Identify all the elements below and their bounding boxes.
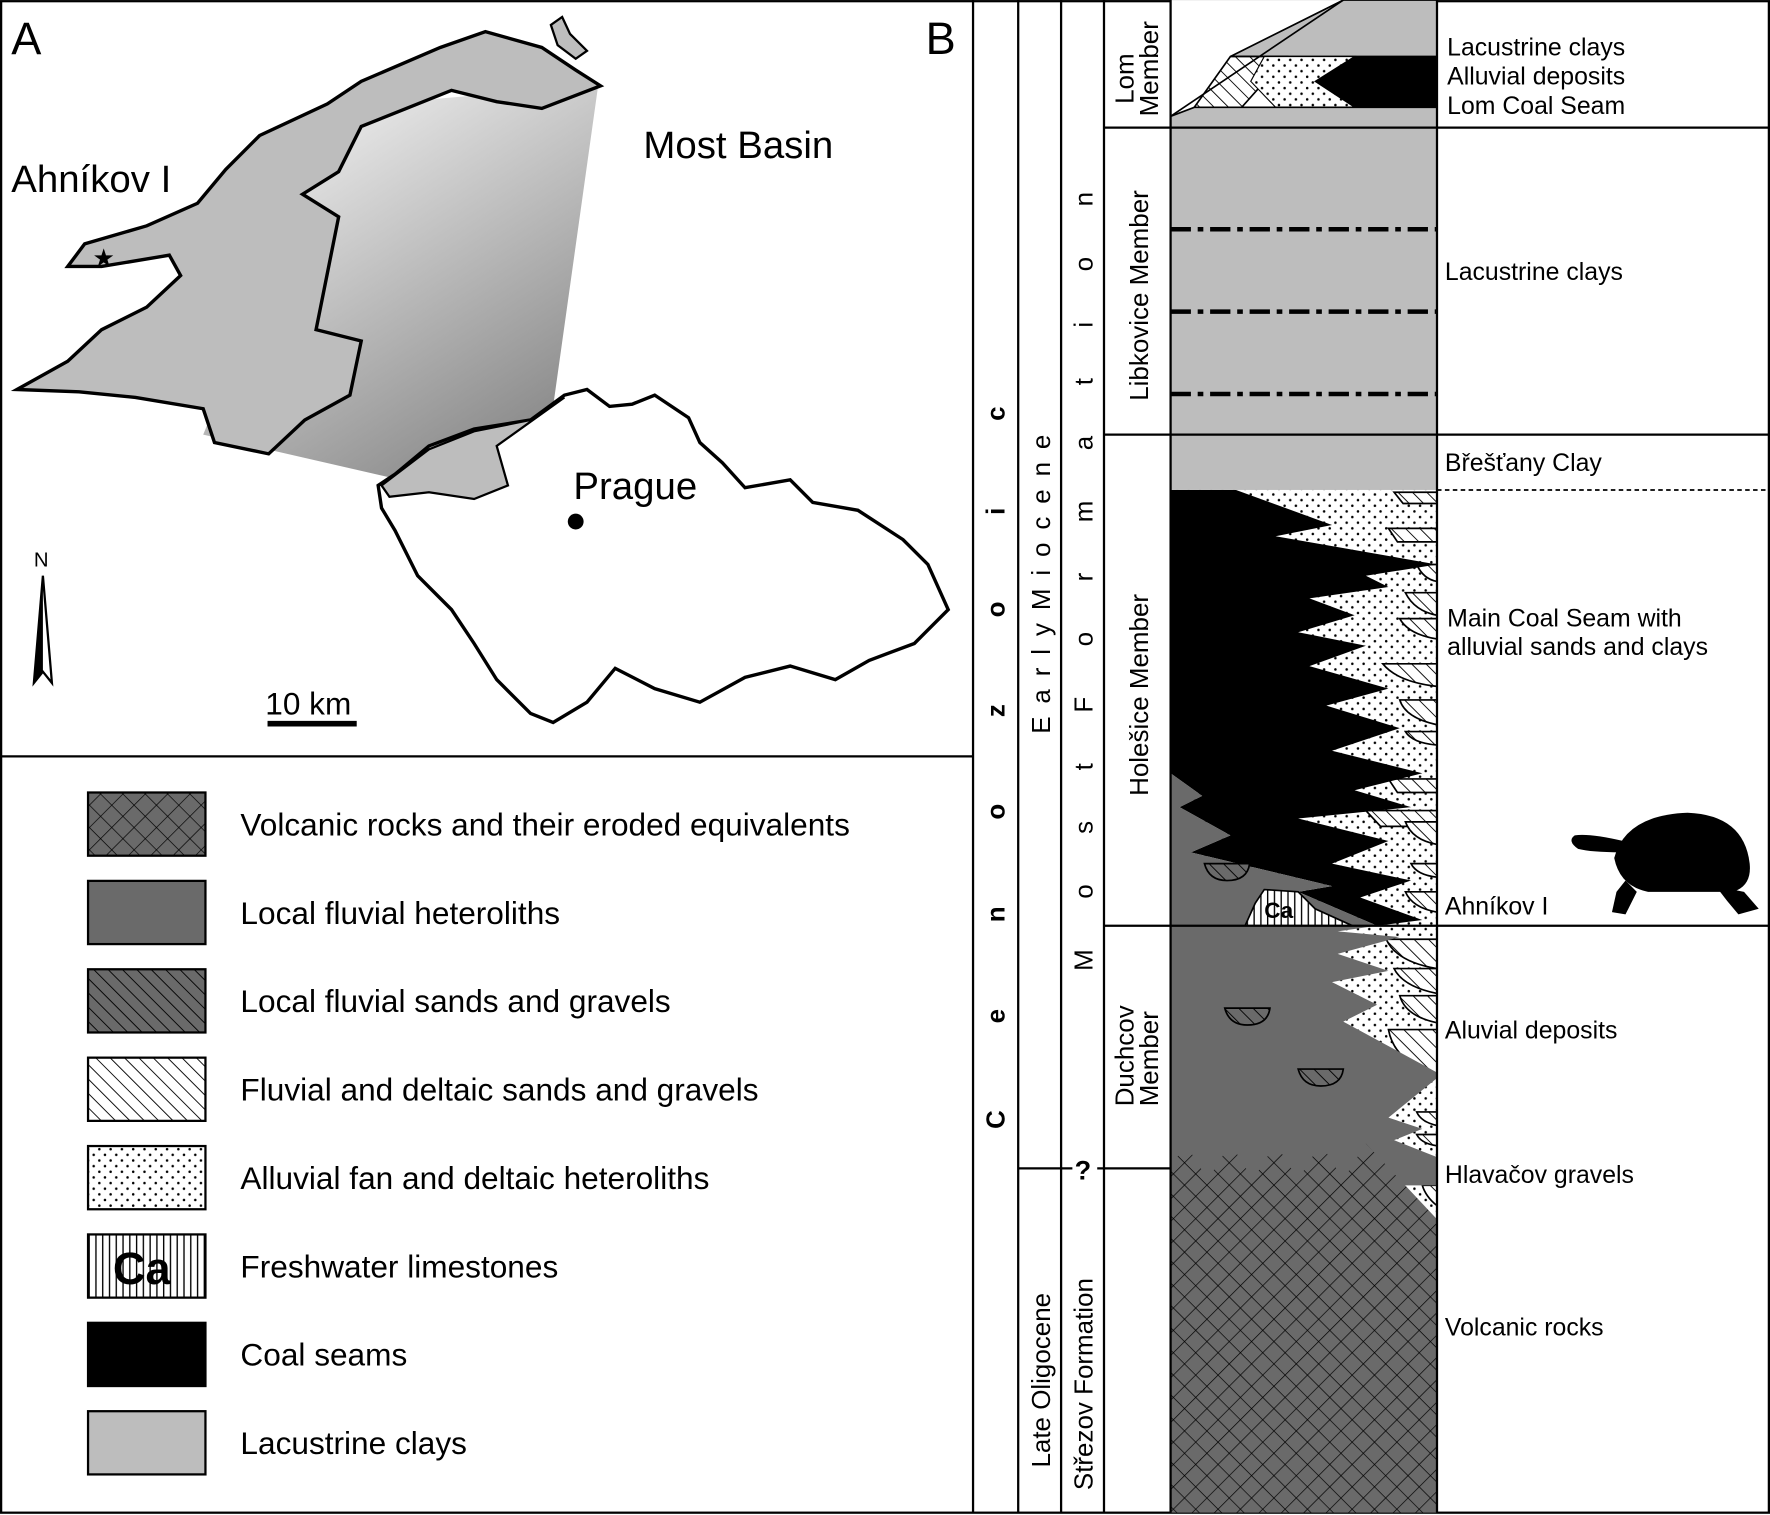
epoch-late-oligocene: Late Oligocene (1026, 1293, 1056, 1468)
legend-item: Coal seams (86, 1321, 407, 1388)
local-sand-lenses (1203, 862, 1345, 1087)
column-grid (1017, 0, 1770, 1513)
legend-swatch-heterolith (86, 879, 207, 946)
legend-label: Local fluvial heteroliths (240, 895, 560, 931)
panel-label-b: B (926, 13, 956, 64)
legend-swatch-clay (86, 1410, 207, 1476)
legend-label: Lacustrine clays (240, 1425, 467, 1461)
legend-item: Local fluvial sands and gravels (86, 968, 671, 1034)
legend-item: Ca Freshwater limestones (86, 1233, 558, 1299)
unit-label: Hlavačov gravels (1445, 1162, 1634, 1189)
legend-label: Volcanic rocks and their eroded equivale… (240, 806, 849, 842)
legend-item: Lacustrine clays (86, 1410, 467, 1476)
legend-item: Volcanic rocks and their eroded equivale… (86, 791, 850, 857)
basin-in-czech (379, 396, 566, 501)
coal-seam-main (1170, 489, 1437, 926)
unit-label: Břešťany Clay (1445, 450, 1603, 477)
legend-swatch-localsand (86, 968, 207, 1034)
formation-strezov: Střezov Formation (1069, 1278, 1099, 1490)
city-label: Prague (573, 465, 697, 508)
legend-label: Coal seams (240, 1337, 407, 1373)
legend-swatch-fluvsand (86, 1056, 207, 1122)
epoch-early-miocene: E a r l y M i o c e n e (1026, 435, 1056, 734)
member-duchcov-1: Duchcov (1109, 1005, 1139, 1106)
legend-label: Alluvial fan and deltaic heteroliths (240, 1160, 709, 1196)
north-label: N (34, 550, 49, 572)
legend-symbol: Ca (113, 1243, 172, 1294)
basin-island (549, 15, 589, 61)
volcanic-fill (1170, 1143, 1437, 1513)
unit-label: Lacustrine clays (1447, 34, 1625, 61)
strat-column: B Ca (926, 0, 1770, 1513)
legend-label: Local fluvial sands and gravels (240, 983, 670, 1019)
unit-label: Alluvial deposits (1447, 64, 1625, 91)
lom-clay-lower (1169, 106, 1438, 129)
legend-swatch-limestone (86, 1233, 207, 1299)
member-lom-2: Member (1134, 21, 1164, 117)
legend-label: Freshwater limestones (240, 1248, 558, 1284)
legend-swatch-volcanic (86, 791, 207, 857)
legend-item: Local fluvial heteroliths (86, 879, 560, 946)
unit-label: alluvial sands and clays (1447, 634, 1708, 661)
legend-swatch-dots (86, 1144, 207, 1211)
unit-label: Lacustrine clays (1445, 259, 1623, 286)
legend-label: Fluvial and deltaic sands and gravels (240, 1072, 758, 1108)
unit-label: Volcanic rocks (1445, 1314, 1604, 1341)
era-label: C e n o z o i c (981, 406, 1011, 1128)
unit-label: Aluvial deposits (1445, 1018, 1618, 1045)
unit-label: Ahníkov I (1445, 893, 1549, 920)
basin-label: Most Basin (643, 124, 833, 167)
legend-item: Alluvial fan and deltaic heteroliths (86, 1144, 709, 1211)
turtle-icon (1571, 812, 1759, 915)
unit-label: Lom Coal Seam (1447, 93, 1625, 120)
ca-symbol: Ca (1264, 898, 1293, 923)
member-lom-1: Lom (1109, 53, 1139, 104)
formation-most: M o s t F o r m a t i o n (1069, 192, 1099, 971)
north-arrow-half (33, 575, 43, 683)
member-libkovice: Libkovice Member (1124, 190, 1154, 401)
legend-swatch-coal (86, 1321, 207, 1388)
site-label: Ahníkov I (11, 158, 171, 201)
libkovice-clay (1170, 127, 1437, 490)
lom-coal-seam (1315, 56, 1437, 108)
member-duchcov-2: Member (1134, 1011, 1164, 1107)
star-icon: ★ (93, 245, 115, 272)
czech-outline (376, 387, 951, 725)
most-basin-shape (10, 29, 605, 456)
panel-label-a: A (11, 13, 42, 64)
prague-dot (567, 513, 584, 530)
unit-labels: Lacustrine clays Alluvial deposits Lom C… (1445, 34, 1708, 1341)
legend: Volcanic rocks and their eroded equivale… (86, 791, 850, 1476)
scale-label: 10 km (265, 686, 351, 722)
legend-item: Fluvial and deltaic sands and gravels (86, 1056, 759, 1122)
member-holesice: Holešice Member (1124, 594, 1154, 796)
map-panel: A ★ Ahníkov I Most Basin Prague N 10 km (10, 13, 951, 727)
unit-label: Main Coal Seam with (1447, 606, 1682, 633)
boundary-query: ? (1075, 1155, 1092, 1186)
dash-dot-lines (1170, 226, 1437, 397)
